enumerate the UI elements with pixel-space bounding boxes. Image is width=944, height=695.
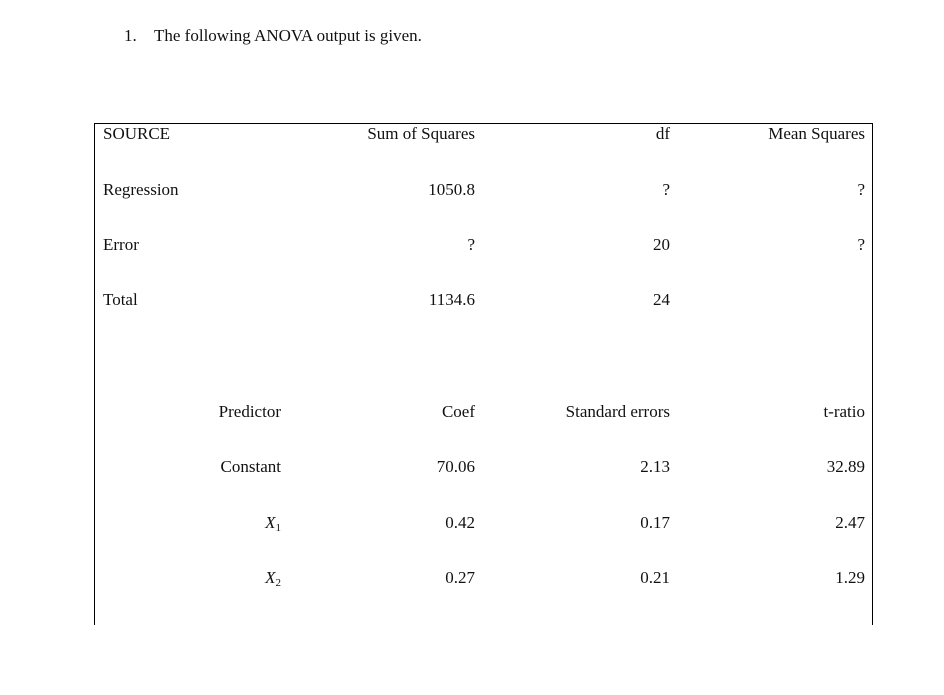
anova-row-total-source: Total: [103, 290, 138, 309]
coef-row-x2-t: 1.29: [835, 568, 865, 587]
coef-header-coef: Coef: [441, 402, 475, 421]
anova-row-error-source: Error: [103, 235, 139, 254]
coef-row-constant-coef: 70.06: [436, 457, 475, 476]
anova-header-ms: Mean Squares: [768, 124, 865, 143]
coef-header-se: Standard errors: [565, 402, 670, 421]
anova-header-source: SOURCE: [103, 124, 171, 143]
anova-row-error-ss: ?: [467, 235, 475, 254]
coef-row-x1-coef: 0.42: [445, 513, 475, 532]
anova-row-error-df: 20: [653, 235, 670, 254]
anova-row-regression-df: ?: [662, 180, 670, 199]
coef-row-x1-t: 2.47: [835, 513, 865, 532]
anova-row-regression-source: Regression: [103, 180, 179, 199]
table-right-border: [872, 123, 873, 625]
question-number: 1.: [124, 26, 137, 45]
coef-row-x1-var: X: [265, 513, 276, 532]
coef-row-x2-se: 0.21: [640, 568, 670, 587]
anova-row-total-df: 24: [653, 290, 670, 309]
question-text: The following ANOVA output is given.: [154, 26, 422, 45]
coef-row-x1-se: 0.17: [640, 513, 670, 532]
coef-row-x2-var: X: [265, 568, 276, 587]
coef-row-x1-predictor: X1: [265, 513, 281, 538]
coef-row-x2-predictor: X2: [265, 568, 281, 593]
anova-row-regression-ss: 1050.8: [428, 180, 475, 199]
coef-row-constant-se: 2.13: [640, 457, 670, 476]
coef-row-constant-t: 32.89: [826, 457, 865, 476]
table-left-border: [94, 123, 95, 625]
anova-row-regression-ms: ?: [857, 180, 865, 199]
coef-row-constant-predictor: Constant: [220, 457, 281, 476]
anova-header-df: df: [655, 124, 670, 143]
table-top-border: [94, 123, 873, 124]
anova-row-total-ss: 1134.6: [428, 290, 475, 309]
anova-header-ss: Sum of Squares: [367, 124, 475, 143]
coef-row-x1-subscript: 1: [275, 522, 282, 534]
coef-row-x2-subscript: 2: [275, 577, 282, 589]
coef-header-t: t-ratio: [823, 402, 865, 421]
coef-header-predictor: Predictor: [218, 402, 281, 421]
coef-row-x2-coef: 0.27: [445, 568, 475, 587]
anova-row-error-ms: ?: [857, 235, 865, 254]
